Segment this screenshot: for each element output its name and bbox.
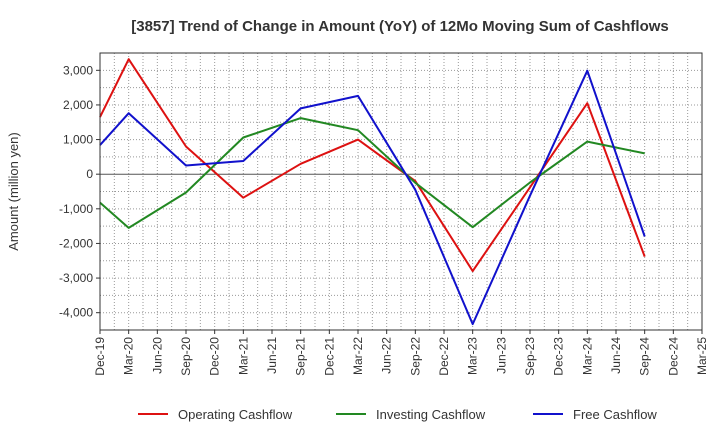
legend: Operating Cashflow Investing Cashflow Free… — [138, 407, 657, 422]
x-tick-label: Jun-21 — [265, 337, 279, 374]
y-tick-label: 0 — [86, 167, 93, 181]
x-tick-label: Jun-24 — [609, 337, 623, 374]
legend-entry-label: Free Cashflow — [573, 407, 657, 422]
x-tick-label: Sep-21 — [294, 337, 308, 376]
legend-entry-label: Investing Cashflow — [376, 407, 486, 422]
x-tick-label: Mar-20 — [122, 337, 136, 375]
y-tick-label: -4,000 — [59, 306, 93, 320]
y-axis-label: Amount (million yen) — [6, 132, 21, 251]
legend-entry-label: Operating Cashflow — [178, 407, 293, 422]
x-tick-label: Sep-20 — [179, 337, 193, 376]
y-tick-label: 2,000 — [63, 98, 93, 112]
y-tick-label: -2,000 — [59, 236, 93, 250]
x-tick-label: Mar-25 — [695, 337, 709, 375]
x-tick-label: Dec-23 — [552, 337, 566, 376]
y-tick-label: -1,000 — [59, 202, 93, 216]
x-tick-label: Jun-23 — [494, 337, 508, 374]
x-tick-label: Dec-20 — [208, 337, 222, 376]
x-tick-label: Jun-20 — [150, 337, 164, 374]
x-tick-label: Dec-21 — [322, 337, 336, 376]
series-lines — [99, 58, 646, 326]
x-tick-label: Mar-22 — [351, 337, 365, 375]
x-tick-label: Sep-24 — [638, 337, 652, 376]
series-line-operating-cashflow — [99, 58, 646, 273]
x-tick-label: Dec-22 — [437, 337, 451, 376]
x-axis-ticks: Dec-19 Mar-20 Jun-20 Sep-20 Dec-20 Mar-21 Jun-… — [93, 330, 709, 376]
x-tick-label: Dec-19 — [93, 337, 107, 376]
y-axis-ticks: -4,000 -3,000 -2,000 -1,000 0 1,000 2,000 3,000 — [59, 63, 100, 320]
series-line-free-cashflow — [99, 69, 646, 326]
series-line-investing-cashflow — [99, 117, 645, 229]
x-tick-label: Dec-24 — [666, 337, 680, 376]
plot-frame — [99, 52, 703, 331]
y-tick-label: -3,000 — [59, 271, 93, 285]
x-tick-label: Mar-23 — [466, 337, 480, 375]
x-tick-label: Mar-21 — [236, 337, 250, 375]
y-tick-label: 1,000 — [63, 133, 93, 147]
chart-title: [3857] Trend of Change in Amount (YoY) o… — [131, 18, 669, 35]
x-tick-label: Jun-22 — [380, 337, 394, 374]
x-tick-label: Sep-22 — [408, 337, 422, 376]
x-tick-label: Sep-23 — [523, 337, 537, 376]
y-tick-label: 3,000 — [63, 63, 93, 77]
x-tick-label: Mar-24 — [580, 337, 594, 375]
